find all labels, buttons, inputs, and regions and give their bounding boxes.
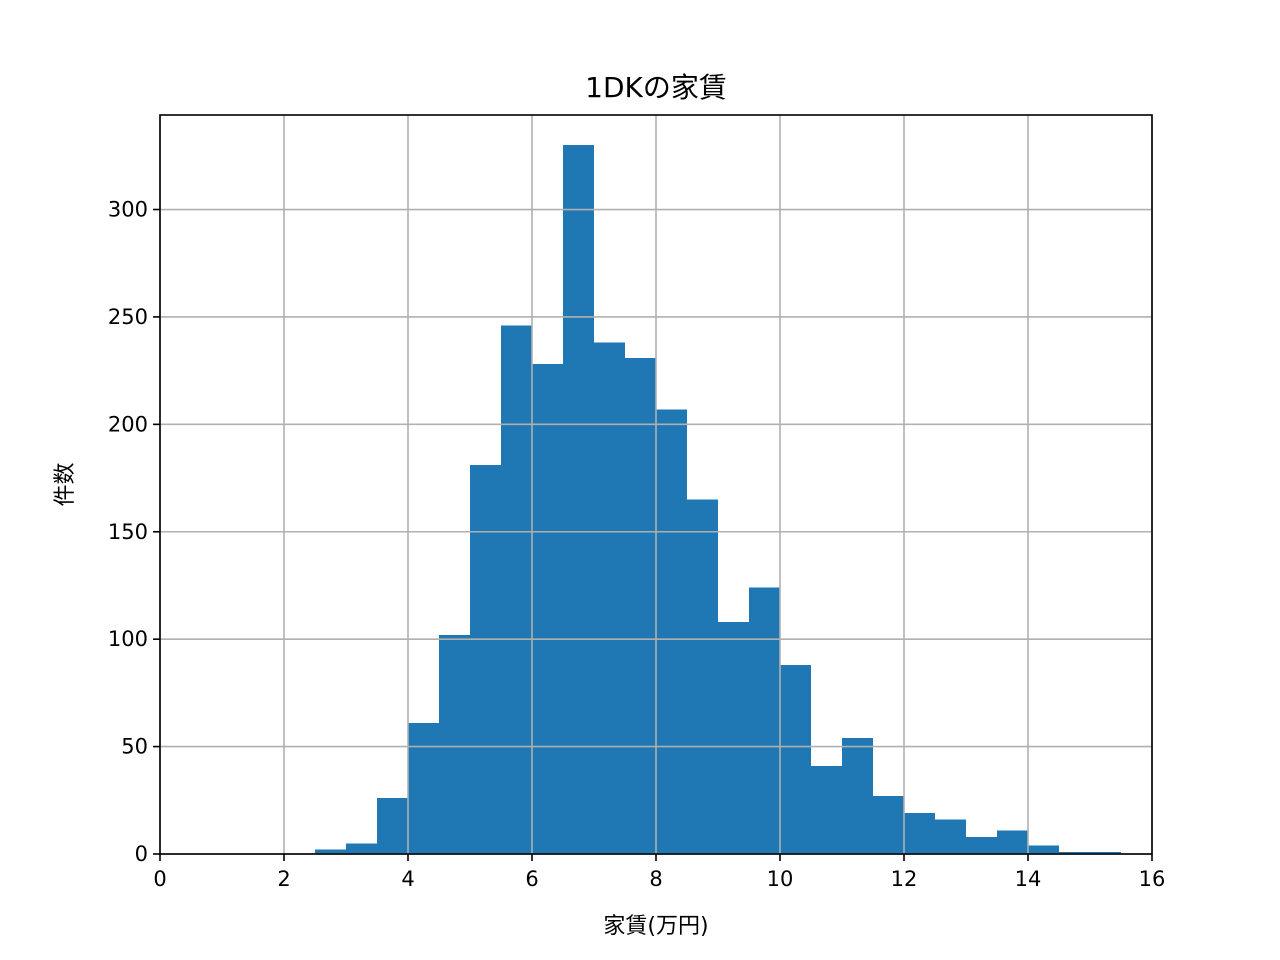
histogram-bar-16 [811, 765, 842, 854]
y-axis-label: 件数 [53, 462, 78, 506]
y-tick-label-4: 200 [108, 412, 148, 436]
y-tick-label-0: 0 [135, 842, 148, 866]
x-tick-label-5: 10 [767, 867, 794, 891]
x-tick-label-4: 8 [649, 867, 662, 891]
histogram-bar-6 [501, 325, 532, 855]
y-tick-label-6: 300 [108, 198, 148, 222]
bars-layer [315, 145, 1121, 855]
x-tick-label-3: 6 [525, 867, 538, 891]
histogram-bar-17 [842, 737, 873, 854]
histogram-bar-10 [625, 357, 656, 854]
histogram-bar-25 [1090, 851, 1121, 854]
histogram-bar-1 [346, 843, 377, 854]
y-tick-label-3: 150 [108, 520, 148, 544]
histogram-bar-24 [1059, 851, 1090, 854]
histogram-bar-9 [594, 342, 625, 854]
histogram-bar-14 [749, 587, 780, 854]
x-tick-label-0: 0 [153, 867, 166, 891]
ticks-layer: 0 2 4 6 8 10 12 14 16 0 50 100 150 200 250 300 [108, 198, 1165, 891]
histogram-bar-11 [656, 409, 687, 854]
chart-title: 1DKの家賃 [585, 71, 727, 104]
histogram-bar-7 [532, 364, 563, 854]
x-tick-label-2: 4 [401, 867, 414, 891]
histogram-bar-19 [904, 813, 935, 854]
y-tick-label-1: 50 [121, 735, 148, 759]
x-tick-label-7: 14 [1015, 867, 1042, 891]
y-tick-label-2: 100 [108, 627, 148, 651]
histogram-bar-8 [563, 145, 594, 855]
y-tick-label-5: 250 [108, 305, 148, 329]
histogram-bar-20 [935, 819, 966, 854]
x-axis-label: 家賃(万円) [603, 914, 708, 939]
histogram-bar-13 [718, 621, 749, 854]
histogram-bar-12 [687, 499, 718, 854]
histogram-bar-23 [1028, 845, 1059, 854]
histogram-bar-4 [439, 634, 470, 854]
histogram-bar-22 [997, 830, 1028, 854]
plot-frame [159, 114, 1153, 855]
histogram-bar-2 [377, 798, 408, 854]
x-tick-label-1: 2 [277, 867, 290, 891]
histogram-bar-21 [966, 836, 997, 854]
x-tick-label-8: 16 [1139, 867, 1166, 891]
histogram-bar-0 [315, 849, 346, 854]
histogram-bar-15 [780, 664, 811, 854]
x-tick-label-6: 12 [891, 867, 918, 891]
histogram-bar-18 [873, 795, 904, 854]
grid-layer [159, 115, 1153, 855]
histogram-bar-5 [470, 465, 501, 854]
histogram-bar-3 [408, 722, 439, 854]
